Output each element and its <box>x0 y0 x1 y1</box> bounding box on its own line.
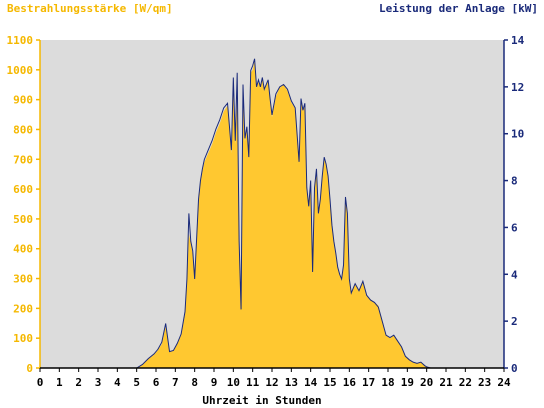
x-tick-label: 8 <box>191 376 198 389</box>
irradiance-area <box>40 60 504 369</box>
x-tick-label: 13 <box>285 376 298 389</box>
right-tick-label: 10 <box>511 128 524 141</box>
left-tick-label: 500 <box>13 213 33 226</box>
x-axis-title: Uhrzeit in Stunden <box>202 394 321 407</box>
x-tick-label: 5 <box>133 376 140 389</box>
x-tick-label: 17 <box>362 376 375 389</box>
right-tick-label: 4 <box>511 268 518 281</box>
left-tick-label: 800 <box>13 123 33 136</box>
x-tick-label: 18 <box>381 376 394 389</box>
x-tick-label: 16 <box>343 376 357 389</box>
left-tick-label: 300 <box>13 273 33 286</box>
x-tick-label: 1 <box>56 376 63 389</box>
x-tick-label: 11 <box>246 376 260 389</box>
right-axis-title: Leistung der Anlage [kW] <box>379 2 538 15</box>
power-line-layer <box>40 58 504 369</box>
x-tick-label: 19 <box>401 376 414 389</box>
right-tick-label: 12 <box>511 81 524 94</box>
x-tick-label: 22 <box>459 376 472 389</box>
left-tick-label: 1000 <box>7 64 34 77</box>
left-tick-label: 200 <box>13 302 33 315</box>
right-axis-ticks: 0 2 4 6 8 10 12 14 <box>504 34 525 375</box>
left-tick-label: 900 <box>13 94 33 107</box>
left-axis-title: Bestrahlungsstärke [W/qm] <box>7 2 173 15</box>
x-tick-label: 0 <box>37 376 44 389</box>
x-tick-label: 21 <box>439 376 453 389</box>
left-tick-label: 100 <box>13 332 33 345</box>
left-tick-label: 0 <box>26 362 33 375</box>
x-tick-label: 4 <box>114 376 121 389</box>
x-tick-label: 24 <box>497 376 511 389</box>
x-tick-label: 15 <box>323 376 336 389</box>
right-tick-label: 8 <box>511 175 518 188</box>
right-tick-label: 0 <box>511 362 518 375</box>
x-tick-label: 9 <box>211 376 218 389</box>
left-tick-label: 400 <box>13 243 33 256</box>
x-tick-label: 14 <box>304 376 318 389</box>
x-tick-label: 2 <box>75 376 82 389</box>
left-tick-label: 600 <box>13 183 33 196</box>
left-axis-ticks: 0 100 200 300 400 500 600 700 800 900 1000 1100 <box>7 34 40 375</box>
irradiance-area-layer <box>40 60 504 369</box>
right-tick-label: 2 <box>511 315 518 328</box>
power-line <box>40 58 504 369</box>
right-tick-label: 14 <box>511 34 525 47</box>
x-axis-ticks: 0 1 2 3 4 5 6 7 8 9 10 11 12 13 14 15 16 17 18 19 20 21 22 23 24 <box>37 368 511 389</box>
left-tick-label: 700 <box>13 153 33 166</box>
x-tick-label: 20 <box>420 376 433 389</box>
x-tick-label: 7 <box>172 376 179 389</box>
x-tick-label: 6 <box>153 376 160 389</box>
left-tick-label: 1100 <box>7 34 34 47</box>
x-tick-label: 3 <box>95 376 102 389</box>
x-tick-label: 23 <box>478 376 491 389</box>
x-tick-label: 12 <box>265 376 278 389</box>
x-tick-label: 10 <box>227 376 240 389</box>
right-tick-label: 6 <box>511 221 518 234</box>
